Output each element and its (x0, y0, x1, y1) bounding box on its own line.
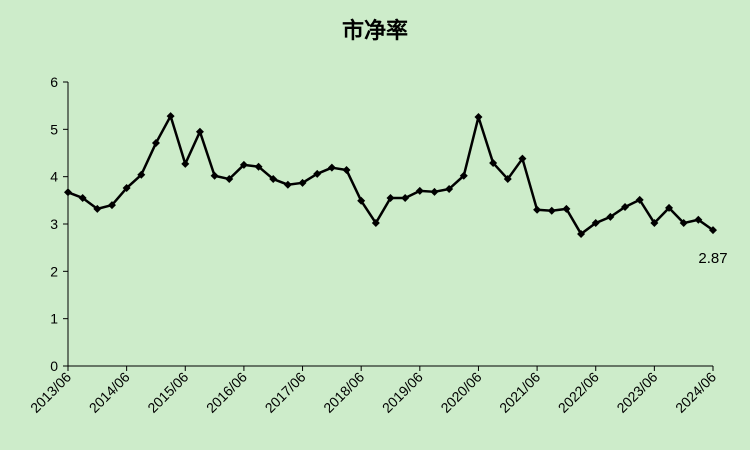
point (64, 188, 72, 197)
point (269, 175, 278, 184)
point (254, 162, 263, 171)
point (694, 215, 703, 224)
point (709, 226, 717, 235)
y-tick-label: 2 (50, 263, 58, 279)
point (313, 169, 322, 178)
point (533, 205, 542, 214)
point (181, 159, 190, 168)
point (445, 184, 454, 193)
point (93, 204, 102, 213)
point (239, 160, 248, 169)
point (665, 203, 674, 212)
point (78, 193, 87, 202)
y-tick-label: 4 (50, 169, 58, 185)
point (342, 166, 351, 175)
y-tick-label: 6 (50, 74, 58, 90)
point (459, 171, 468, 180)
point (606, 212, 615, 221)
point (327, 163, 336, 172)
point (503, 175, 512, 184)
point (621, 202, 630, 211)
point (283, 180, 292, 189)
point (562, 204, 571, 213)
point (357, 196, 366, 205)
point (679, 219, 688, 228)
point (225, 175, 234, 184)
point (371, 219, 380, 228)
point (298, 178, 307, 187)
point (474, 113, 483, 122)
y-tick-label: 0 (50, 358, 58, 374)
point (650, 219, 659, 228)
point (489, 158, 498, 167)
point (415, 186, 424, 195)
point (151, 139, 160, 148)
point (591, 219, 600, 228)
point (518, 154, 527, 163)
point (386, 193, 395, 202)
y-tick-label: 3 (50, 216, 58, 232)
point (547, 206, 556, 215)
y-tick-label: 5 (50, 121, 58, 137)
point (107, 201, 116, 210)
y-tick-label: 1 (50, 311, 58, 327)
point (401, 193, 410, 202)
point (577, 229, 586, 238)
point (430, 187, 439, 196)
point (210, 171, 219, 180)
point (122, 184, 131, 193)
data-label: 2.87 (698, 250, 727, 267)
point (195, 127, 204, 136)
point (166, 112, 175, 121)
point (137, 170, 146, 179)
point (635, 195, 644, 204)
chart-title: 市净率 (342, 18, 408, 43)
